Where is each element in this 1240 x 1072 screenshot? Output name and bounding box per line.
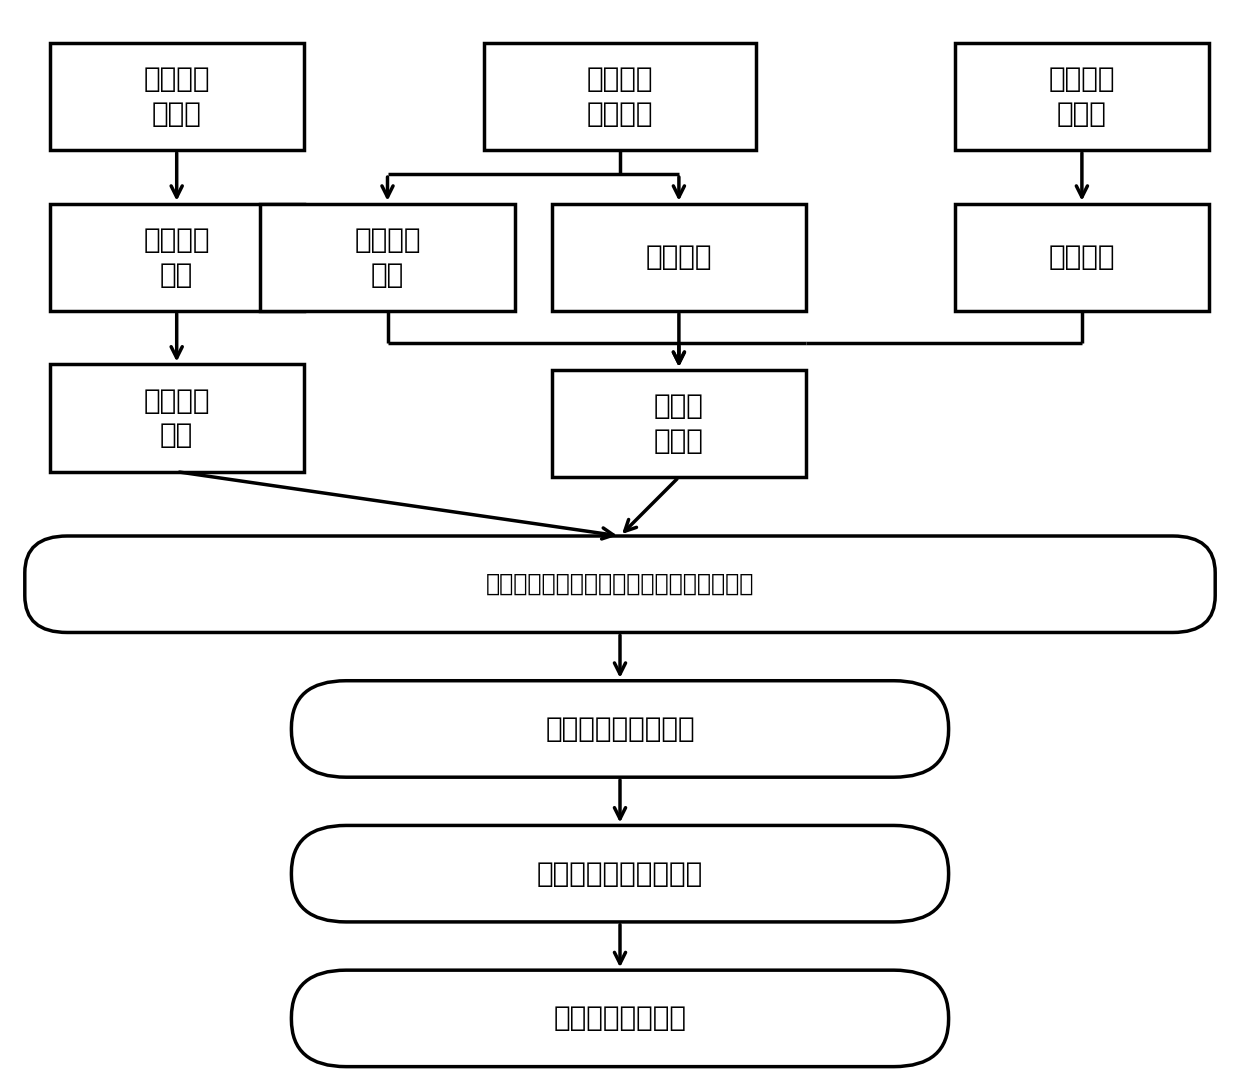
FancyBboxPatch shape xyxy=(291,825,949,922)
Text: 液压支架
放煤口: 液压支架 放煤口 xyxy=(1049,65,1115,128)
Text: 放煤时间: 放煤时间 xyxy=(1049,243,1115,271)
Bar xyxy=(955,204,1209,311)
Text: 放煤口开启与关闭: 放煤口开启与关闭 xyxy=(553,1004,687,1032)
Bar xyxy=(50,204,304,311)
Bar xyxy=(50,364,304,472)
FancyBboxPatch shape xyxy=(291,970,949,1067)
Text: 放煤口
放煤量: 放煤口 放煤量 xyxy=(653,392,704,455)
Text: 激光三维
扫描装置: 激光三维 扫描装置 xyxy=(587,65,653,128)
Text: 煤流几何
特征: 煤流几何 特征 xyxy=(355,226,420,288)
Bar xyxy=(50,43,304,150)
FancyBboxPatch shape xyxy=(25,536,1215,632)
Text: 顶煤厚度
信息: 顶煤厚度 信息 xyxy=(144,387,210,449)
Text: 超宽带雷
达装置: 超宽带雷 达装置 xyxy=(144,65,210,128)
Text: 煤流速度: 煤流速度 xyxy=(646,243,712,271)
Bar xyxy=(955,43,1209,150)
Bar xyxy=(484,43,756,150)
Text: 放煤口最佳开闭时间: 放煤口最佳开闭时间 xyxy=(546,715,694,743)
Bar xyxy=(552,370,806,477)
FancyBboxPatch shape xyxy=(291,681,949,777)
Text: 液压支架放顶煤控制器: 液压支架放顶煤控制器 xyxy=(537,860,703,888)
Bar xyxy=(260,204,515,311)
Text: 雷达回波
信号: 雷达回波 信号 xyxy=(144,226,210,288)
Bar xyxy=(552,204,806,311)
Text: 顶煤厚度变化量与放煤时间之间的函数方程: 顶煤厚度变化量与放煤时间之间的函数方程 xyxy=(486,572,754,596)
